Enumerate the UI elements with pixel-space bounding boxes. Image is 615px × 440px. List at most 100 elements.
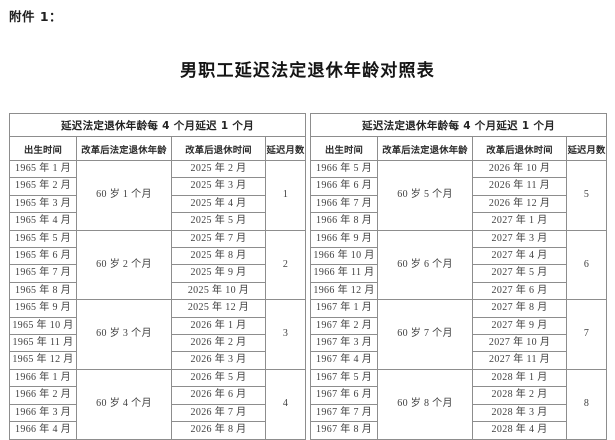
cell-birth-date: 1965 年 7 月	[9, 264, 77, 283]
column-header-retirement-date: 改革后退休时间	[171, 136, 266, 161]
cell-birth-date: 1965 年 12 月	[9, 351, 77, 370]
column-header-birth-date: 出生时间	[9, 136, 77, 161]
cell-birth-date: 1966 年 2 月	[9, 386, 77, 405]
cell-birth-date: 1966 年 4 月	[9, 421, 77, 440]
cell-birth-date: 1966 年 8 月	[310, 212, 379, 231]
cell-delay-months: 6	[566, 229, 608, 301]
retirement-table-right: 延迟法定退休年龄每 4 个月延迟 1 个月 出生时间 改革后法定退休年龄 改革后退休时…	[310, 113, 608, 440]
cell-retirement-date: 2025 年 12 月	[171, 299, 266, 318]
column-header-retirement-age: 改革后法定退休年龄	[377, 136, 474, 161]
cell-retirement-date: 2028 年 4 月	[472, 421, 568, 440]
column-header-birth-date: 出生时间	[310, 136, 379, 161]
table-row: 1965 年 12 月 2026 年 3 月	[9, 351, 306, 370]
cell-delay-months: 8	[566, 368, 608, 440]
cell-retirement-date: 2027 年 6 月	[472, 281, 568, 301]
table-row: 1966 年 3 月 2026 年 7 月	[9, 403, 306, 423]
cell-birth-date: 1967 年 7 月	[310, 403, 379, 423]
table-row: 1967 年 6 月 2028 年 2 月	[310, 386, 607, 405]
cell-birth-date: 1967 年 1 月	[310, 299, 379, 318]
cell-birth-date: 1966 年 7 月	[310, 194, 379, 214]
cell-birth-date: 1966 年 5 月	[310, 159, 379, 179]
table-row: 1965 年 6 月 2025 年 8 月	[9, 247, 306, 266]
cell-birth-date: 1967 年 5 月	[310, 368, 379, 388]
table-row: 1967 年 3 月 2027 年 10 月	[310, 334, 607, 353]
cell-birth-date: 1965 年 8 月	[9, 281, 77, 301]
cell-birth-date: 1965 年 5 月	[9, 229, 77, 249]
cell-retirement-date: 2027 年 1 月	[472, 212, 568, 231]
cell-retirement-age: 60 岁 6 个月	[377, 229, 474, 301]
table-row: 1966 年 2 月 2026 年 6 月	[9, 386, 306, 405]
cell-retirement-date: 2027 年 9 月	[472, 316, 568, 336]
table-row: 1965 年 8 月 2025 年 10 月	[9, 281, 306, 301]
cell-retirement-date: 2026 年 2 月	[171, 334, 266, 353]
cell-birth-date: 1965 年 6 月	[9, 247, 77, 266]
cell-delay-months: 7	[566, 299, 608, 370]
cell-birth-date: 1966 年 11 月	[310, 264, 379, 283]
cell-retirement-date: 2025 年 4 月	[171, 194, 266, 214]
cell-retirement-date: 2026 年 5 月	[171, 368, 266, 388]
cell-birth-date: 1966 年 3 月	[9, 403, 77, 423]
table-row: 1966 年 7 月 2026 年 12 月	[310, 194, 607, 214]
cell-retirement-date: 2025 年 3 月	[171, 177, 266, 196]
cell-retirement-date: 2026 年 11 月	[472, 177, 568, 196]
cell-birth-date: 1965 年 10 月	[9, 316, 77, 336]
table-row: 1967 年 4 月 2027 年 11 月	[310, 351, 607, 370]
cell-birth-date: 1967 年 8 月	[310, 421, 379, 440]
cell-delay-months: 4	[264, 368, 307, 440]
attachment-label: 附件 1：	[9, 9, 63, 24]
cell-retirement-date: 2025 年 5 月	[171, 212, 266, 231]
table-row: 1965 年 7 月 2025 年 9 月	[9, 264, 306, 283]
table-row: 1966 年 10 月 2027 年 4 月	[310, 247, 607, 266]
table-row: 1965 年 2 月 2025 年 3 月	[9, 177, 306, 196]
cell-birth-date: 1965 年 11 月	[9, 334, 77, 353]
cell-retirement-date: 2027 年 10 月	[472, 334, 568, 353]
cell-retirement-date: 2027 年 3 月	[472, 229, 568, 249]
column-header-retirement-date: 改革后退休时间	[472, 136, 568, 161]
table-banner-row: 延迟法定退休年龄每 4 个月延迟 1 个月	[8, 113, 307, 137]
table-row: 1965 年 11 月 2026 年 2 月	[9, 334, 306, 353]
cell-birth-date: 1966 年 12 月	[310, 281, 379, 301]
table-row: 1966 年 6 月 2026 年 11 月	[310, 177, 607, 196]
cell-birth-date: 1966 年 1 月	[9, 368, 77, 388]
cell-retirement-date: 2026 年 3 月	[171, 351, 266, 370]
column-header-retirement-age: 改革后法定退休年龄	[76, 136, 172, 161]
retirement-table-left: 延迟法定退休年龄每 4 个月延迟 1 个月 出生时间 改革后法定退休年龄 改革后退休时…	[8, 113, 307, 440]
cell-retirement-age: 60 岁 4 个月	[76, 368, 172, 440]
cell-retirement-date: 2028 年 2 月	[472, 386, 568, 405]
cell-retirement-date: 2028 年 3 月	[472, 403, 568, 423]
cell-retirement-date: 2026 年 12 月	[472, 194, 568, 214]
cell-retirement-date: 2025 年 10 月	[171, 281, 266, 301]
cell-retirement-date: 2027 年 5 月	[472, 264, 568, 283]
cell-birth-date: 1965 年 9 月	[9, 299, 77, 318]
cell-delay-months: 3	[264, 299, 307, 370]
column-header-delay-months: 延迟月数	[566, 136, 608, 161]
cell-retirement-age: 60 岁 8 个月	[377, 368, 474, 440]
page-title: 男职工延迟法定退休年龄对照表	[180, 61, 435, 81]
cell-birth-date: 1966 年 6 月	[310, 177, 379, 196]
cell-retirement-date: 2026 年 10 月	[472, 159, 568, 179]
cell-retirement-age: 60 岁 2 个月	[76, 229, 172, 301]
table-banner-row: 延迟法定退休年龄每 4 个月延迟 1 个月	[310, 113, 608, 137]
cell-birth-date: 1966 年 10 月	[310, 247, 379, 266]
cell-retirement-date: 2028 年 1 月	[472, 368, 568, 388]
table-row: 1966 年 12 月 2027 年 6 月	[310, 281, 607, 301]
cell-birth-date: 1965 年 1 月	[9, 159, 77, 179]
table-body-right: 延迟法定退休年龄每 4 个月延迟 1 个月 出生时间 改革后法定退休年龄 改革后退休时…	[310, 113, 608, 440]
cell-birth-date: 1967 年 2 月	[310, 316, 379, 336]
cell-retirement-date: 2027 年 11 月	[472, 351, 568, 370]
table-body-left: 延迟法定退休年龄每 4 个月延迟 1 个月 出生时间 改革后法定退休年龄 改革后退休时…	[8, 113, 307, 440]
cell-birth-date: 1967 年 3 月	[310, 334, 379, 353]
cell-delay-months: 1	[264, 160, 307, 231]
column-header-delay-months: 延迟月数	[264, 136, 307, 161]
table-row: 1965 年 4 月 2025 年 5 月	[9, 212, 306, 231]
table-row: 1967 年 7 月 2028 年 3 月	[310, 403, 607, 423]
table-row: 1967 年 2 月 2027 年 9 月	[310, 316, 607, 336]
table-banner-text: 延迟法定退休年龄每 4 个月延迟 1 个月	[310, 113, 608, 137]
cell-birth-date: 1965 年 4 月	[9, 212, 77, 231]
cell-retirement-age: 60 岁 5 个月	[377, 160, 474, 231]
cell-retirement-date: 2025 年 8 月	[171, 247, 266, 266]
